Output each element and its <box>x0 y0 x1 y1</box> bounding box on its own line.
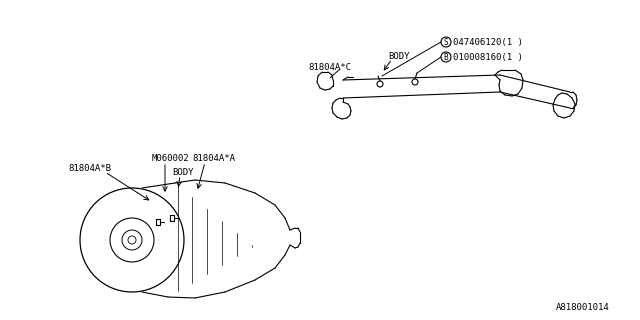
Text: BODY: BODY <box>388 52 410 60</box>
Text: 010008160(1 ): 010008160(1 ) <box>453 52 523 61</box>
Text: M060002: M060002 <box>152 154 189 163</box>
Text: A818001014: A818001014 <box>556 303 610 312</box>
Circle shape <box>377 81 383 87</box>
Text: BODY: BODY <box>172 167 193 177</box>
Text: 81804A*C: 81804A*C <box>308 62 351 71</box>
Circle shape <box>412 79 418 85</box>
Text: 047406120(1 ): 047406120(1 ) <box>453 37 523 46</box>
Text: 81804A*A: 81804A*A <box>192 154 235 163</box>
Text: B: B <box>444 52 448 61</box>
Text: 81804A*B: 81804A*B <box>68 164 111 172</box>
Text: S: S <box>444 37 448 46</box>
